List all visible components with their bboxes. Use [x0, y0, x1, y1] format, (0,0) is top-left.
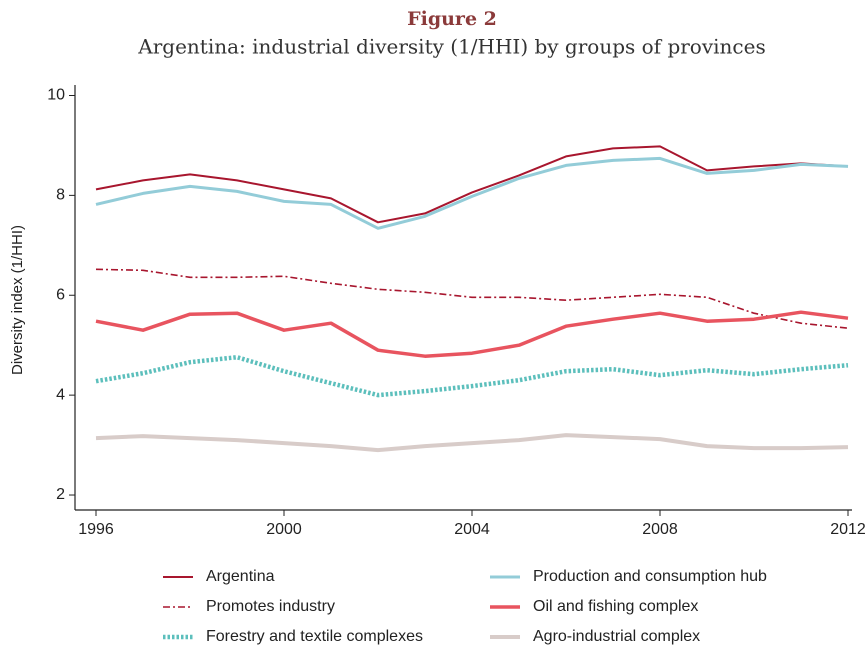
chart-title: Figure 2 — [407, 8, 497, 30]
series-line — [95, 156, 849, 230]
chart-subtitle: Argentina: industrial diversity (1/HHI) … — [137, 35, 765, 59]
legend-label: Production and consumption hub — [533, 568, 767, 585]
series-line — [95, 268, 849, 329]
series-line — [95, 145, 849, 224]
legend-label: Argentina — [206, 568, 275, 585]
y-tick-label: 8 — [56, 187, 65, 204]
y-tick-label: 6 — [56, 286, 65, 303]
x-tick-label: 1996 — [78, 521, 114, 538]
y-tick-label: 4 — [56, 386, 65, 403]
x-tick-label: 2000 — [266, 521, 302, 538]
y-axis-label: Diversity index (1/HHI) — [9, 225, 26, 375]
x-tick-label: 2008 — [642, 521, 678, 538]
series-line — [95, 433, 849, 453]
x-tick-label: 2012 — [830, 521, 866, 538]
series-line — [95, 354, 849, 398]
x-tick-label: 2004 — [454, 521, 490, 538]
legend-label: Promotes industry — [206, 598, 335, 615]
series-line — [95, 310, 849, 358]
y-tick-label: 10 — [47, 87, 65, 104]
y-tick-label: 2 — [56, 486, 65, 503]
legend-label: Oil and fishing complex — [533, 598, 698, 615]
legend-label: Forestry and textile complexes — [206, 628, 423, 645]
legend-label: Agro-industrial complex — [533, 628, 700, 645]
